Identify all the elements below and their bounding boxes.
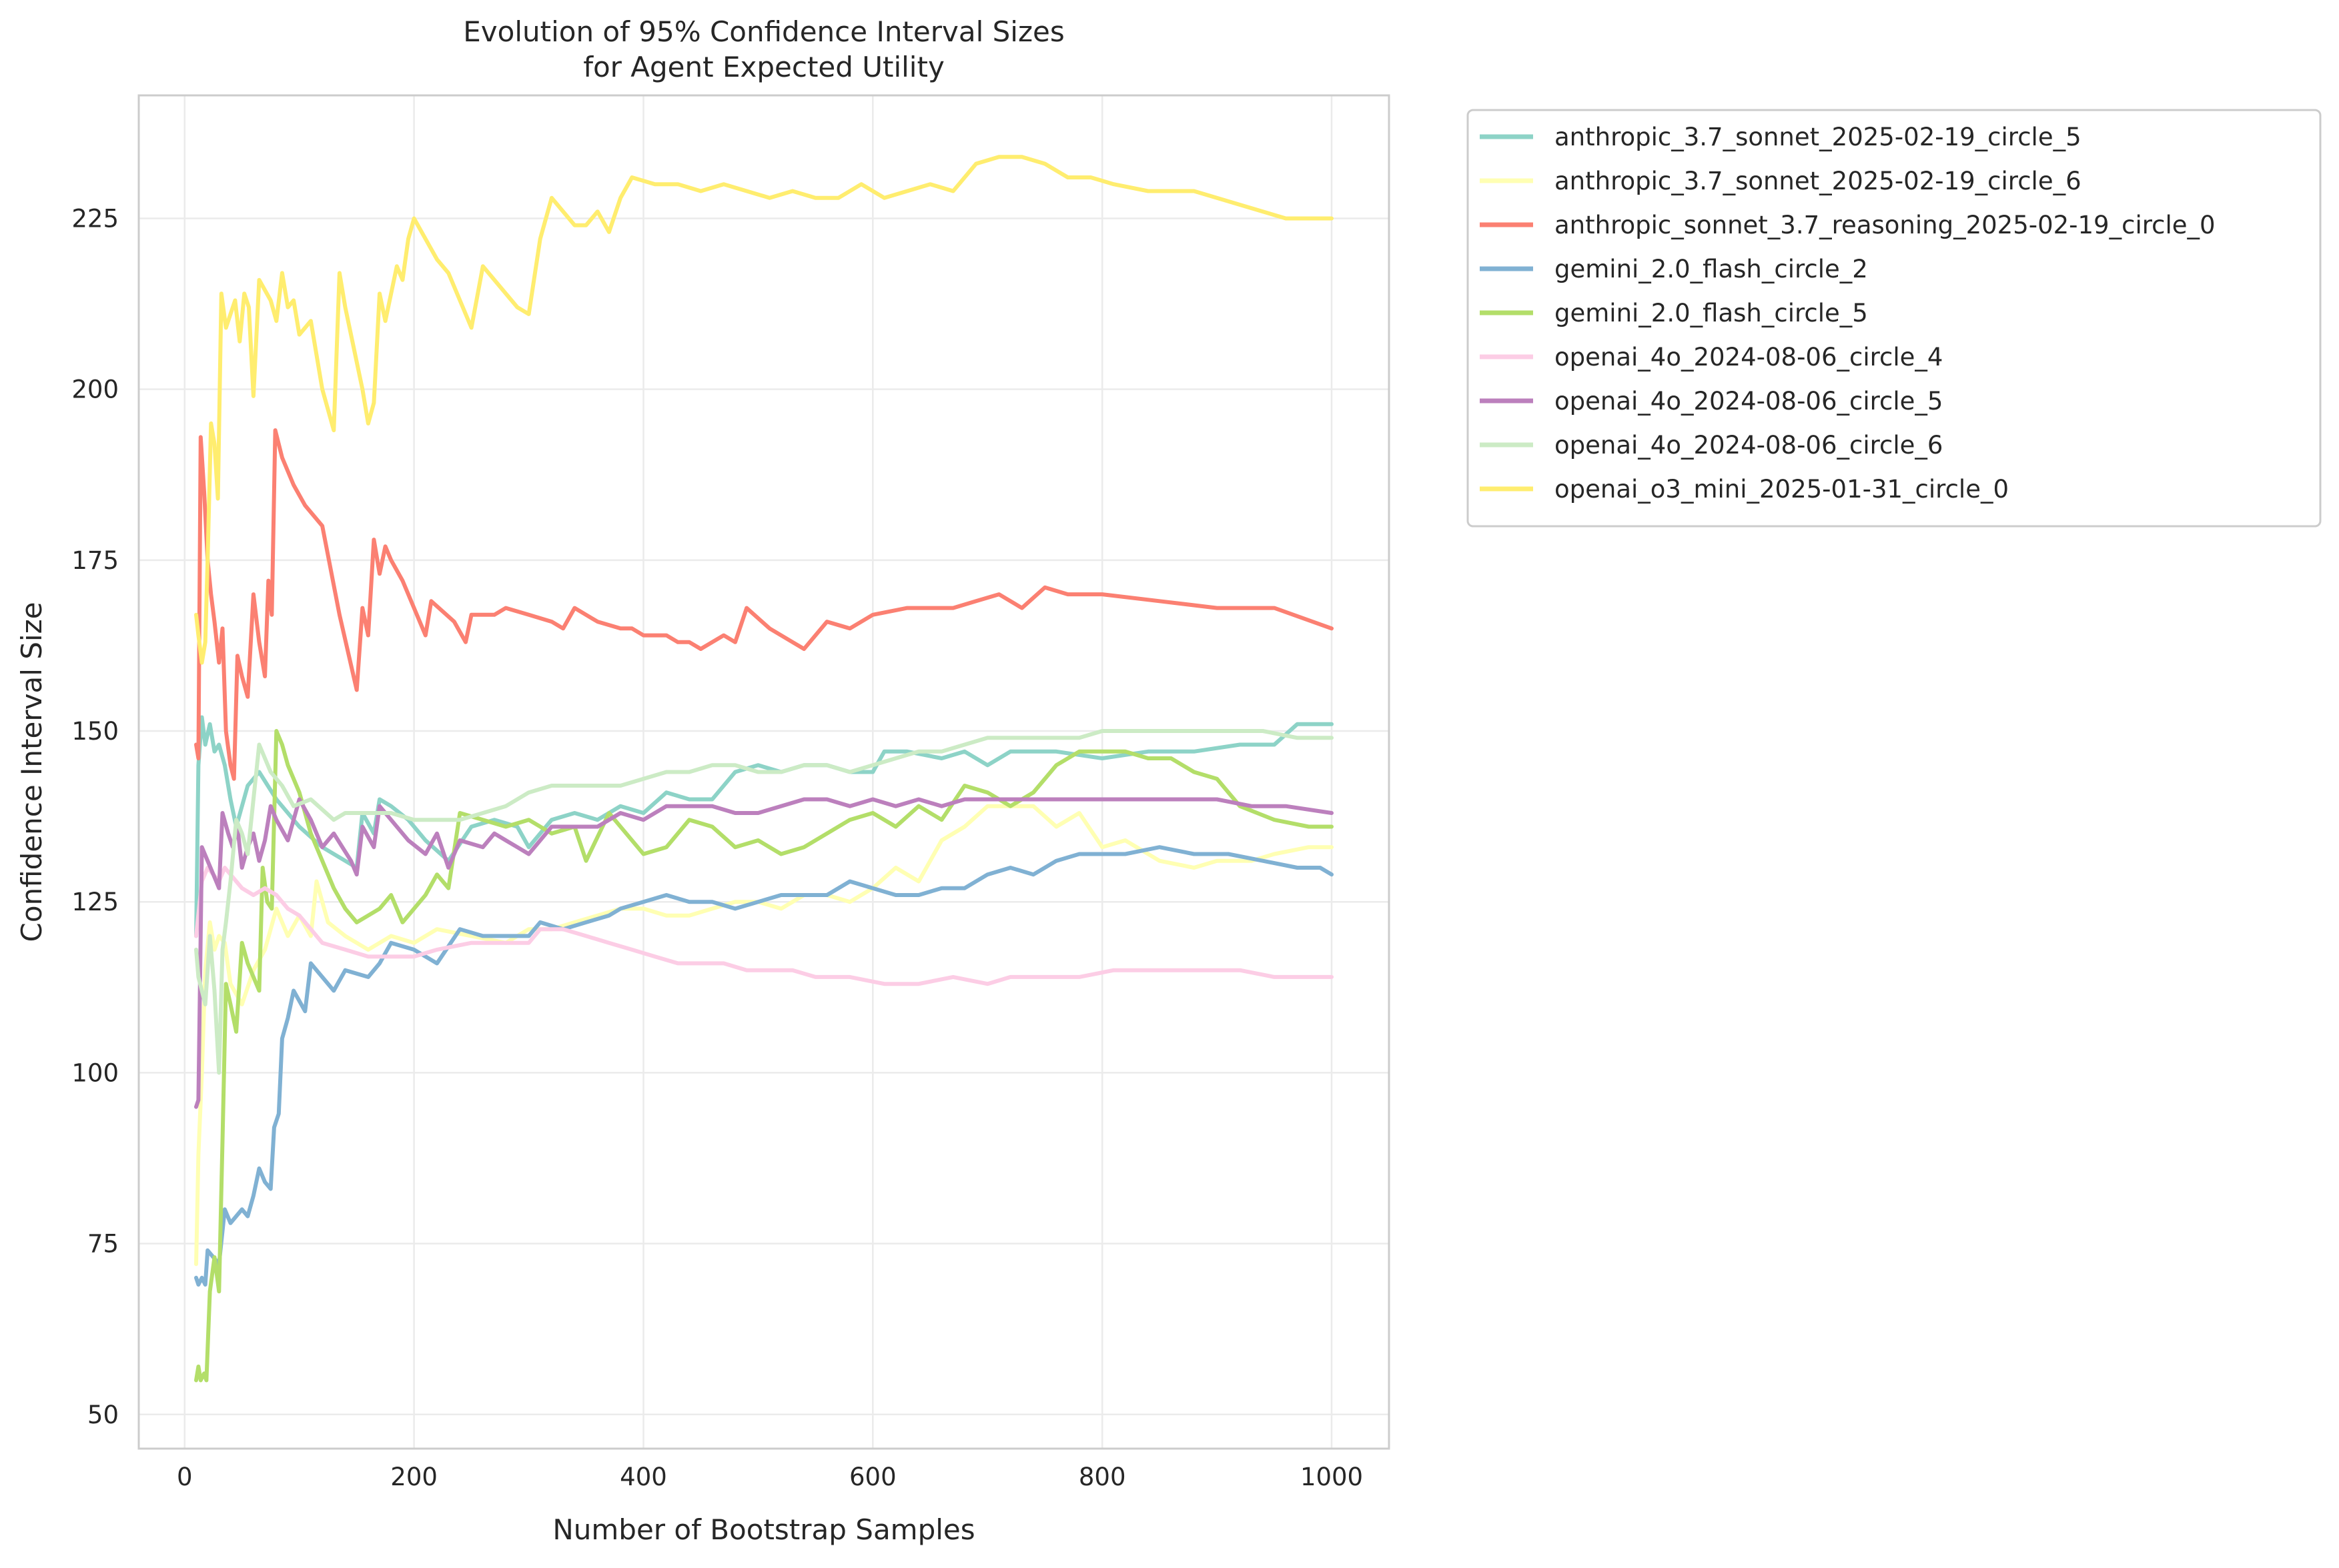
y-tick-label: 50 bbox=[87, 1401, 119, 1429]
legend-label: openai_4o_2024-08-06_circle_4 bbox=[1554, 343, 1943, 371]
legend-label: gemini_2.0_flash_circle_5 bbox=[1554, 299, 1868, 327]
chart-title: Evolution of 95% Confidence Interval Siz… bbox=[463, 15, 1065, 48]
series-line-8 bbox=[194, 729, 1334, 1075]
chart-subtitle: for Agent Expected Utility bbox=[583, 51, 945, 83]
x-tick-label: 800 bbox=[1079, 1463, 1126, 1491]
y-tick-label: 100 bbox=[71, 1058, 119, 1087]
series-line-3 bbox=[194, 428, 1334, 781]
legend-label: anthropic_3.7_sonnet_2025-02-19_circle_6 bbox=[1554, 167, 2081, 195]
legend: anthropic_3.7_sonnet_2025-02-19_circle_5… bbox=[1466, 109, 2322, 528]
series-line-4 bbox=[194, 845, 1334, 1287]
plot-frame bbox=[137, 94, 1390, 1450]
legend-box bbox=[1466, 109, 2322, 528]
y-axis-label: Confidence Interval Size bbox=[15, 602, 48, 942]
y-tick-label: 200 bbox=[71, 375, 119, 404]
tick-labels: 0 200 400 600 800 1000 50 75 100 125 150 175 200 225 bbox=[71, 204, 1363, 1491]
series-line-6 bbox=[194, 866, 1334, 986]
y-tick-label: 225 bbox=[71, 204, 119, 233]
legend-label: openai_4o_2024-08-06_circle_5 bbox=[1554, 387, 1943, 416]
x-tick-label: 0 bbox=[177, 1463, 193, 1491]
series-line-5 bbox=[194, 729, 1334, 1383]
x-tick-label: 400 bbox=[620, 1463, 667, 1491]
x-tick-label: 200 bbox=[390, 1463, 438, 1491]
x-tick-label: 600 bbox=[849, 1463, 897, 1491]
legend-label: anthropic_sonnet_3.7_reasoning_2025-02-1… bbox=[1554, 211, 2216, 239]
y-tick-label: 175 bbox=[71, 546, 119, 575]
y-tick-label: 150 bbox=[71, 717, 119, 746]
y-tick-label: 125 bbox=[71, 888, 119, 916]
series-line-1 bbox=[194, 715, 1334, 938]
legend-label: gemini_2.0_flash_circle_2 bbox=[1554, 255, 1868, 283]
legend-label: anthropic_3.7_sonnet_2025-02-19_circle_5 bbox=[1554, 123, 2081, 151]
x-axis-label: Number of Bootstrap Samples bbox=[552, 1513, 975, 1546]
legend-label: openai_4o_2024-08-06_circle_6 bbox=[1554, 431, 1943, 460]
series-line-9 bbox=[194, 155, 1334, 665]
legend-label: openai_o3_mini_2025-01-31_circle_0 bbox=[1554, 475, 2009, 504]
series-lines bbox=[194, 155, 1334, 1383]
y-tick-label: 75 bbox=[87, 1230, 119, 1259]
x-tick-label: 1000 bbox=[1300, 1463, 1363, 1491]
